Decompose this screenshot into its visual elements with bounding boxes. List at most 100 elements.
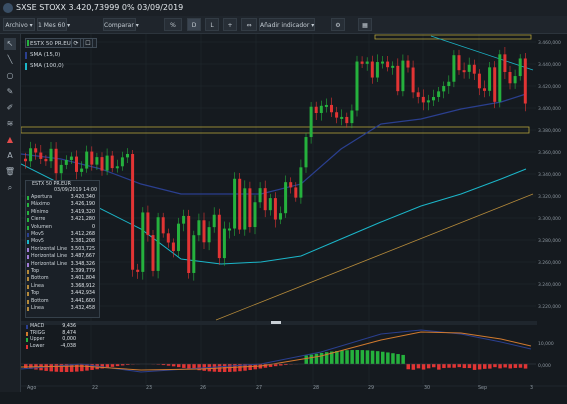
macd-bar [171,364,176,367]
macd-bar [187,364,191,369]
macd-bar [75,364,79,372]
add-indicator-button[interactable]: Añadir indicador ▾ [259,18,315,31]
candle-body [498,54,502,102]
candle-body [503,54,507,72]
data-window-date: 03/09/2019 14:00 [54,188,97,193]
candle-body [375,62,379,78]
candle-body [161,217,165,234]
marker-icon[interactable]: ▲ [6,135,14,144]
candle-body [110,155,114,169]
macd-bar [335,350,339,364]
chart-area[interactable] [21,34,567,404]
candle-body [238,178,242,230]
macd-bar [238,364,242,372]
row-color [27,196,29,200]
row-key: Horizontal Line [31,261,68,267]
settings-icon[interactable]: ⚙ [331,18,345,31]
price-chart[interactable] [21,34,567,404]
macd-bar [523,364,528,369]
macd-bar [457,364,461,368]
line-icon[interactable]: ╲ [7,55,13,64]
candle-body [49,148,53,162]
text-icon[interactable]: A [7,151,13,160]
sma-15-legend[interactable]: SMA (15,0) [25,51,60,60]
data-row: Horizontal Line 3.348,326 [26,262,99,268]
row-color [27,247,29,252]
macd-bar [64,364,69,372]
row-color [27,292,29,297]
macd-bar [483,364,487,369]
data-row: Línea 3.368,912 [26,284,99,290]
candle-body [44,158,48,162]
macd-bar [59,364,64,372]
x-axis-label: 3 [530,386,534,391]
row-value: 3.419,320 [70,209,95,215]
x-axis-label: 27 [256,386,263,391]
data-row: Bottom 3.441,600 [26,299,99,305]
period-select[interactable]: 1 Mes 60 ▾ [37,18,70,31]
candle-body [416,92,420,97]
macd-bar [365,350,370,364]
candle-body [258,188,262,203]
crosshair-button[interactable]: + [223,18,237,31]
macd-bar [161,364,166,366]
sma-100-legend[interactable]: SMA (100,0) [25,62,64,71]
fibonacci-icon[interactable]: ≋ [6,119,14,128]
data-row: Línea 3.432,458 [26,306,99,312]
instrument-selector[interactable]: ESTX 50 PR.EUR [25,38,97,48]
eyedropper-icon[interactable]: ⌕ [7,183,13,192]
calendar-icon[interactable]: ▦ [358,18,372,31]
y-axis-label: 3.440,000 [538,63,561,68]
compare-arrows-button[interactable]: ⇔ [241,18,257,31]
row-key: Línea [31,306,44,311]
macd-bar [192,364,196,370]
candle-body [391,65,395,68]
macd-bar [437,364,441,370]
candle-body [156,217,160,271]
candle-body [472,64,476,74]
macd-bar [498,364,502,369]
refresh-icon[interactable]: ⟳ [71,38,81,48]
macd-bar [85,364,89,371]
row-color [27,240,29,245]
candle-body [253,202,257,228]
data-row: Bottom 3.401,804 [26,276,99,282]
row-key: Línea [31,283,44,289]
trash-icon[interactable]: 🗑 [4,167,16,176]
y-axis-label: 3.300,000 [538,217,561,222]
candle-body [197,220,201,236]
macd-bar [508,364,512,369]
candle-body [462,70,466,73]
d-button[interactable]: D [187,18,201,31]
l-button[interactable]: L [205,18,219,31]
toolbar: Archivo ▾ 1 Mes 60 ▾ Comparar ▾ % D L + … [0,16,567,34]
percent-button[interactable]: % [164,18,182,31]
macd-bar [263,364,268,368]
macd-bar [126,364,130,365]
circle-icon[interactable]: ○ [6,71,14,80]
x-axis-label: 30 [424,386,431,391]
candle-body [411,67,415,93]
y-axis-label: 3.340,000 [538,173,561,178]
macd-bar [513,364,518,368]
archivo-menu[interactable]: Archivo ▾ [3,18,35,31]
row-color [27,262,29,267]
row-key: Horizontal Line [31,254,68,260]
macd-bar [279,364,283,366]
candle-body [243,188,247,230]
macd-bar [386,352,390,364]
candle-body [151,235,155,271]
drawing-toolbar: ↖ ╲ ○ ✎ ✐ ≋ ▲ A 🗑 ⌕ [0,34,21,392]
row-value: 3.503,725 [70,246,95,252]
data-row: Top 3.399,779 [26,269,99,275]
candle-body [284,182,288,214]
pencil-icon[interactable]: ✎ [6,87,14,96]
checkbox-icon[interactable]: ☐ [83,38,93,48]
compare-button[interactable]: Comparar ▾ [103,18,139,31]
macd-bar [467,364,472,369]
candle-body [120,157,124,167]
macd-bar [426,364,431,369]
cursor-icon[interactable]: ↖ [4,38,16,50]
candle-body [248,188,252,228]
brush-icon[interactable]: ✐ [6,103,14,112]
